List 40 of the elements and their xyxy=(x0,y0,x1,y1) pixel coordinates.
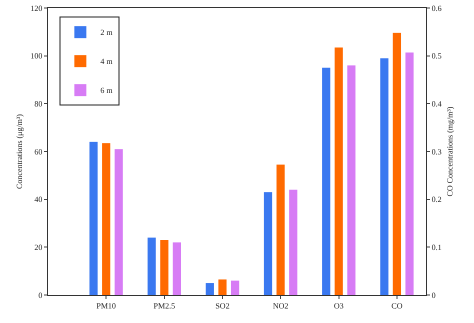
y2-tick-label: 0.3 xyxy=(432,147,442,156)
y-tick-label: 60 xyxy=(34,147,42,156)
y2-tick-label: 0.6 xyxy=(432,4,442,13)
y2-tick-label: 0.2 xyxy=(432,195,442,204)
bar xyxy=(206,283,214,295)
y2-tick-label: 0 xyxy=(432,290,436,300)
y-axis-title: Concentrations (μg/m³) xyxy=(15,114,24,189)
y-tick-label: 80 xyxy=(34,99,42,108)
x-tick-label: NO2 xyxy=(272,302,288,311)
bar xyxy=(172,242,181,295)
y-tick-label: 20 xyxy=(34,242,42,252)
legend-label: 2 m xyxy=(100,28,114,38)
legend-label: 4 m xyxy=(100,57,114,66)
bar xyxy=(148,238,156,295)
x-tick-label: CO xyxy=(391,302,403,311)
bar xyxy=(218,279,227,295)
bar xyxy=(289,190,298,295)
y2-tick-label: 0.5 xyxy=(432,52,442,61)
bar xyxy=(264,192,272,295)
bar xyxy=(160,240,168,295)
y2-tick-label: 0.4 xyxy=(432,99,442,108)
y-tick-label: 120 xyxy=(30,4,42,13)
legend-label: 6 m xyxy=(100,86,114,96)
y-tick-label: 40 xyxy=(34,195,42,204)
x-tick-label: SO2 xyxy=(215,302,230,311)
bar xyxy=(347,65,356,295)
bar xyxy=(276,164,285,295)
bar xyxy=(114,149,123,295)
bar xyxy=(230,280,240,295)
x-tick-label: PM2.5 xyxy=(154,302,176,311)
x-tick-label: O3 xyxy=(334,302,344,311)
bar xyxy=(89,142,98,295)
y2-axis-title: CO Concentrations (mg/m³) xyxy=(446,106,455,196)
bar xyxy=(334,47,343,295)
bar xyxy=(102,143,110,295)
y-tick-label: 0 xyxy=(38,290,42,300)
y-tick-label: 100 xyxy=(30,52,42,61)
x-tick-label: PM10 xyxy=(96,302,116,311)
y2-tick-label: 0.1 xyxy=(432,242,442,252)
bar xyxy=(322,68,330,295)
